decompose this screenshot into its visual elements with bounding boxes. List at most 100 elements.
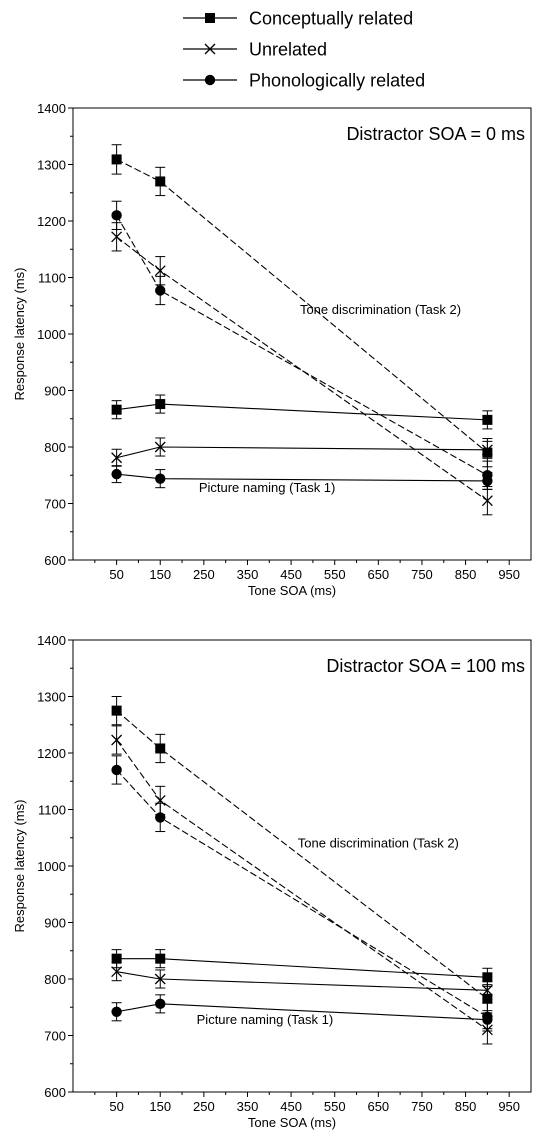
panel-title: Distractor SOA = 0 ms <box>346 124 525 144</box>
y-tick-label: 800 <box>44 972 66 987</box>
series-line <box>116 473 488 482</box>
series-line <box>116 215 488 476</box>
series-circle-task1 <box>111 994 493 1030</box>
x-tick-label: 750 <box>411 567 433 582</box>
legend-marker-square <box>205 13 215 23</box>
series-line <box>116 739 488 1031</box>
data-point-circle <box>111 210 122 221</box>
y-tick-label: 1000 <box>37 859 66 874</box>
series-line <box>116 710 488 1000</box>
data-point-square <box>111 154 122 165</box>
x-axis-label: Tone SOA (ms) <box>248 583 336 598</box>
x-axis-label: Tone SOA (ms) <box>248 1115 336 1130</box>
data-point-circle <box>111 468 122 480</box>
chart-panel-distractor-soa-100: 600 700 800 900 1000 1100 1200 1300 1400 50 150 250… <box>12 633 532 1130</box>
data-point-square <box>111 953 122 964</box>
y-tick-label: 600 <box>44 1085 66 1100</box>
y-tick-label: 1100 <box>38 803 66 818</box>
data-point-circle <box>155 285 166 296</box>
x-tick-label: 250 <box>193 567 215 582</box>
data-point-circle <box>155 812 166 823</box>
x-tick-label: 750 <box>411 1099 433 1114</box>
y-tick-label: 1200 <box>37 214 66 229</box>
x-tick-label: 50 <box>109 567 123 582</box>
y-tick-label: 1100 <box>38 271 66 286</box>
data-point-square <box>155 743 166 754</box>
y-tick-label: 1000 <box>37 327 66 342</box>
series-circle-task1 <box>111 465 493 490</box>
data-point-cross <box>481 444 493 456</box>
series-line <box>116 958 488 978</box>
y-tick-label: 700 <box>44 497 66 512</box>
x-tick-label: 850 <box>455 567 477 582</box>
legend-label: Phonologically related <box>249 71 425 91</box>
data-point-square <box>155 399 166 410</box>
x-tick-label: 550 <box>324 567 346 582</box>
data-point-cross <box>154 265 166 277</box>
series-cross-task1 <box>111 437 493 467</box>
x-tick-label: 150 <box>149 567 171 582</box>
data-point-circle <box>111 1006 122 1017</box>
data-point-circle <box>155 998 166 1010</box>
y-tick-label: 1300 <box>37 690 66 705</box>
annotation-label: Tone discrimination (Task 2) <box>298 835 459 850</box>
x-tick-label: 450 <box>280 1099 302 1114</box>
x-tick-label: 550 <box>324 1099 346 1114</box>
y-axis-label: Response latency (ms) <box>12 800 27 933</box>
y-tick-label: 700 <box>44 1029 66 1044</box>
x-tick-label: 50 <box>109 1099 123 1114</box>
x-tick-label: 850 <box>455 1099 477 1114</box>
x-tick-label: 350 <box>237 567 259 582</box>
data-point-square <box>482 972 493 983</box>
x-tick-label: 650 <box>367 567 389 582</box>
y-tick-label: 900 <box>44 384 66 399</box>
data-point-cross <box>111 966 123 978</box>
y-tick-label: 800 <box>44 440 66 455</box>
data-point-circle <box>155 473 166 484</box>
legend-item-cross: Unrelated <box>183 40 327 60</box>
annotation-label: Tone discrimination (Task 2) <box>300 302 461 317</box>
legend-label: Conceptually related <box>249 9 413 29</box>
data-point-square <box>155 176 166 187</box>
y-axis-label: Response latency (ms) <box>12 268 27 401</box>
y-tick-label: 1400 <box>37 101 66 116</box>
series-line <box>116 446 488 459</box>
y-tick-label: 1400 <box>37 633 66 648</box>
data-point-square <box>111 705 122 716</box>
legend-item-circle: Phonologically related <box>183 71 425 91</box>
data-point-cross <box>154 795 166 806</box>
data-point-cross <box>111 452 123 464</box>
series-cross-task1 <box>111 962 493 1000</box>
x-tick-label: 250 <box>193 1099 215 1114</box>
chart-panel-distractor-soa-0: 600 700 800 900 1000 1100 1200 1300 1400 50 150 250… <box>12 101 532 598</box>
legend-label: Unrelated <box>249 40 327 60</box>
y-tick-label: 1300 <box>37 158 66 173</box>
data-point-cross <box>154 441 166 453</box>
data-point-circle <box>482 475 493 487</box>
data-point-cross <box>111 231 123 243</box>
data-point-square <box>111 404 122 415</box>
x-tick-label: 450 <box>280 567 302 582</box>
series-cross-task2 <box>111 222 493 516</box>
legend-marker-cross <box>204 43 216 55</box>
series-line <box>116 158 488 454</box>
y-tick-label: 600 <box>44 553 66 568</box>
x-tick-label: 650 <box>367 1099 389 1114</box>
series-square-task1 <box>111 394 493 430</box>
series-line <box>116 236 488 502</box>
series-square-task1 <box>111 949 493 987</box>
x-tick-label: 150 <box>149 1099 171 1114</box>
legend-marker-circle <box>204 74 216 86</box>
legend: Conceptually related Unrelated Phonologica… <box>183 9 425 91</box>
series-square-task2 <box>111 696 493 1014</box>
data-point-circle <box>111 764 122 776</box>
data-point-circle <box>482 1014 493 1025</box>
data-point-cross <box>481 495 493 507</box>
x-tick-label: 950 <box>498 1099 520 1114</box>
annotation-label: Picture naming (Task 1) <box>197 1012 334 1027</box>
annotation-label: Picture naming (Task 1) <box>199 480 336 495</box>
series-cross-task2 <box>111 725 493 1045</box>
x-tick-label: 950 <box>498 567 520 582</box>
